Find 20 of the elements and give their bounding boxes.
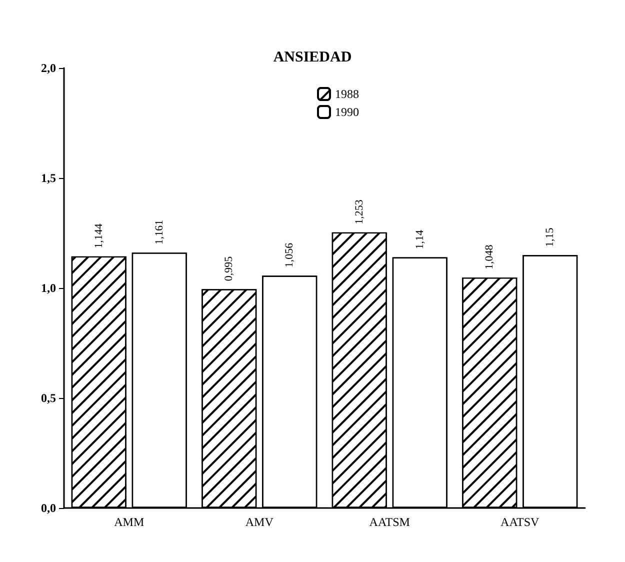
- x-tick-label: AMM: [114, 515, 144, 529]
- x-tick-label: AMV: [245, 515, 274, 529]
- data-label: 1,14: [414, 229, 426, 250]
- data-label: 1,144: [92, 223, 105, 248]
- legend-label: 1988: [335, 87, 359, 101]
- data-label: 1,048: [484, 244, 496, 270]
- y-tick-label: 1,5: [41, 171, 56, 185]
- chart-title: ANSIEDAD: [273, 50, 352, 66]
- data-label: 0,995: [223, 256, 236, 282]
- data-label: 1,161: [153, 220, 166, 245]
- y-tick-label: 0,5: [41, 391, 56, 405]
- y-tick-label: 0,0: [41, 501, 56, 515]
- data-label: 1,056: [284, 242, 296, 268]
- y-tick-label: 2,0: [41, 61, 56, 75]
- legend-label: 1990: [335, 105, 359, 119]
- data-label: 1,253: [353, 199, 366, 224]
- x-tick-label: AATSV: [500, 515, 540, 529]
- data-label: 1,15: [544, 227, 556, 247]
- x-tick-label: AATSM: [369, 515, 410, 529]
- y-tick-label: 1,0: [41, 281, 56, 295]
